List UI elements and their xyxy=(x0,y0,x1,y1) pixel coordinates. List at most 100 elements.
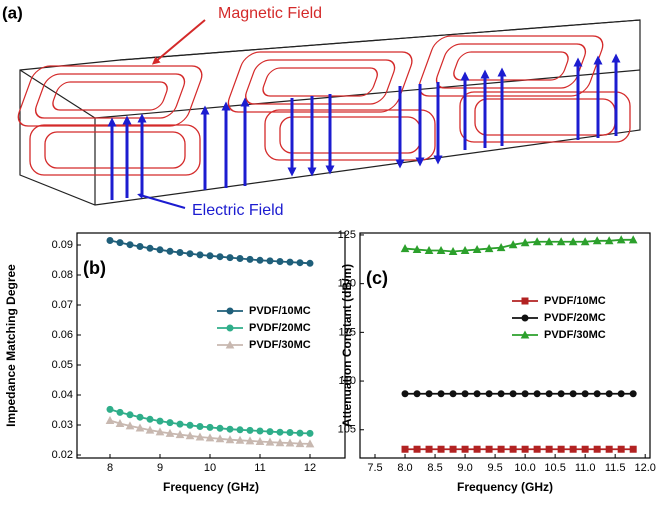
marker xyxy=(216,253,224,261)
marker xyxy=(276,428,284,436)
marker xyxy=(449,445,457,453)
marker xyxy=(135,423,145,432)
marker xyxy=(226,307,234,315)
legend-label: PVDF/10MC xyxy=(249,305,311,317)
marker xyxy=(196,423,204,430)
marker xyxy=(285,438,295,447)
magnetic-label: Magnetic Field xyxy=(218,5,322,22)
marker xyxy=(155,427,165,436)
x-tick-label: 11.0 xyxy=(575,462,596,474)
marker xyxy=(296,429,304,437)
x-tick-label: 11.5 xyxy=(605,462,626,474)
y-tick-label: 125 xyxy=(338,229,356,241)
marker xyxy=(400,244,410,253)
marker xyxy=(305,439,315,448)
marker xyxy=(105,415,115,424)
marker xyxy=(580,237,590,246)
marker xyxy=(116,408,124,416)
marker xyxy=(581,445,589,453)
marker xyxy=(473,445,481,453)
y-tick-label: 0.02 xyxy=(52,449,73,461)
marker xyxy=(186,421,194,429)
x-tick-label: 8.0 xyxy=(397,462,412,474)
marker xyxy=(557,445,565,453)
y-tick-label: 115 xyxy=(338,326,356,338)
marker xyxy=(449,390,457,398)
legend-label: PVDF/20MC xyxy=(249,322,311,334)
legend-label: PVDF/10MC xyxy=(544,295,606,307)
y-tick-label: 120 xyxy=(338,278,356,290)
marker xyxy=(165,428,175,437)
pointers xyxy=(137,19,206,209)
marker xyxy=(484,244,494,253)
marker xyxy=(401,390,409,398)
marker xyxy=(473,390,481,398)
marker xyxy=(156,246,164,254)
marker xyxy=(166,419,174,427)
marker xyxy=(286,429,294,436)
marker xyxy=(497,445,505,453)
marker xyxy=(605,445,613,453)
marker xyxy=(461,390,469,398)
x-tick-label: 9 xyxy=(157,462,163,474)
marker xyxy=(206,252,214,260)
marker xyxy=(521,314,529,322)
marker xyxy=(276,258,284,265)
marker xyxy=(509,390,517,398)
marker xyxy=(460,245,470,255)
marker xyxy=(215,434,225,443)
electric-label: Electric Field xyxy=(192,202,284,219)
marker xyxy=(424,245,434,255)
marker xyxy=(255,436,265,445)
marker xyxy=(185,431,195,440)
x-axis-label: Frequency (GHz) xyxy=(163,480,259,494)
marker xyxy=(225,340,235,349)
marker xyxy=(236,426,244,434)
x-axis-label: Frequency (GHz) xyxy=(457,480,553,494)
x-tick-label: 9.0 xyxy=(457,462,472,474)
marker xyxy=(176,420,184,428)
x-tick-label: 10 xyxy=(204,462,216,474)
marker xyxy=(497,390,505,398)
marker xyxy=(156,417,164,425)
marker xyxy=(568,237,578,246)
marker xyxy=(296,259,304,267)
marker xyxy=(106,405,114,413)
marker xyxy=(544,237,554,246)
marker xyxy=(545,445,553,453)
marker xyxy=(226,425,234,433)
marker xyxy=(306,259,314,267)
marker xyxy=(629,390,637,398)
marker xyxy=(485,390,493,398)
marker xyxy=(176,249,184,256)
marker xyxy=(425,445,433,453)
marker xyxy=(401,445,409,453)
marker xyxy=(246,255,254,263)
marker xyxy=(629,445,637,453)
marker xyxy=(306,429,314,437)
marker xyxy=(472,245,482,254)
marker xyxy=(413,445,421,453)
x-tick-label: 10.5 xyxy=(544,462,565,474)
panel-label: (a) xyxy=(2,3,23,22)
marker xyxy=(532,237,542,246)
marker xyxy=(146,415,154,423)
electric-arrows xyxy=(107,53,621,200)
marker xyxy=(205,433,215,442)
plot-frame xyxy=(359,232,651,459)
marker xyxy=(569,445,577,453)
marker xyxy=(581,390,589,398)
marker xyxy=(125,421,135,430)
legend-label: PVDF/30MC xyxy=(544,329,606,341)
panel-label: (b) xyxy=(83,258,106,278)
x-tick-label: 8.5 xyxy=(427,462,442,474)
marker xyxy=(545,390,553,398)
marker xyxy=(605,390,613,398)
marker xyxy=(146,244,154,252)
marker xyxy=(569,390,577,398)
marker xyxy=(226,254,234,262)
x-tick-label: 12.0 xyxy=(634,462,655,474)
x-tick-label: 10.0 xyxy=(514,462,535,474)
y-axis-label: Attenuation Constant (dB/m) xyxy=(340,264,354,427)
